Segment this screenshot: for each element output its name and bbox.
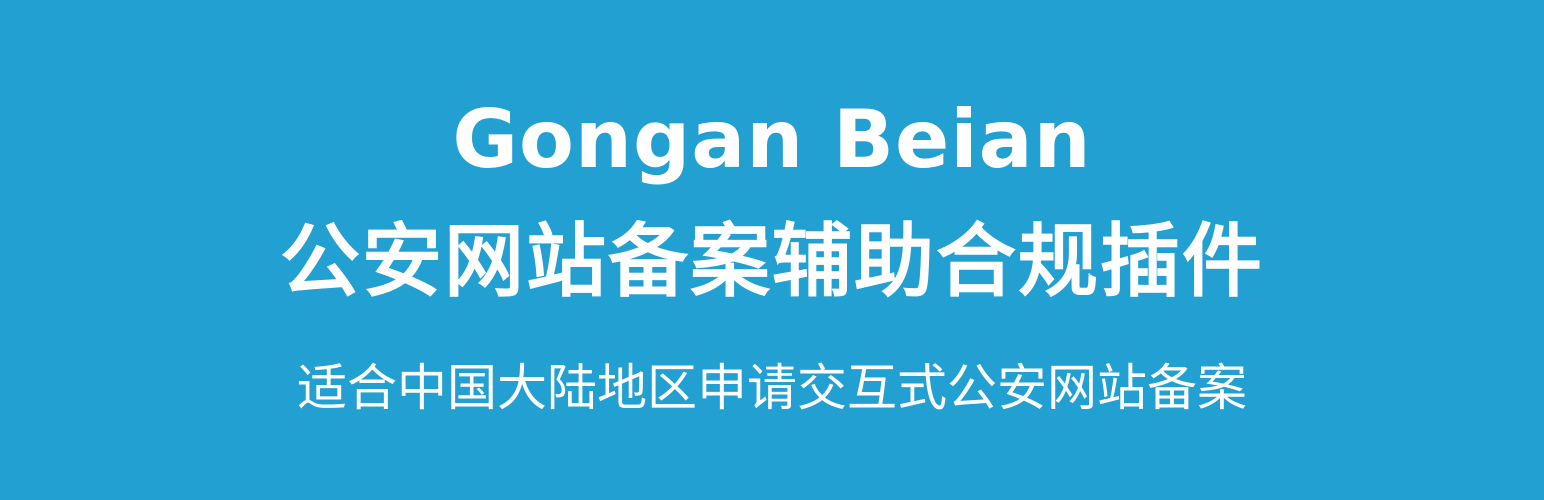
banner-title-english: Gongan Beian [452,93,1092,186]
banner-subtitle: 适合中国大陆地区申请交互式公安网站备案 [297,359,1247,417]
banner-title-chinese: 公安网站备案辅助合规插件 [280,215,1264,308]
